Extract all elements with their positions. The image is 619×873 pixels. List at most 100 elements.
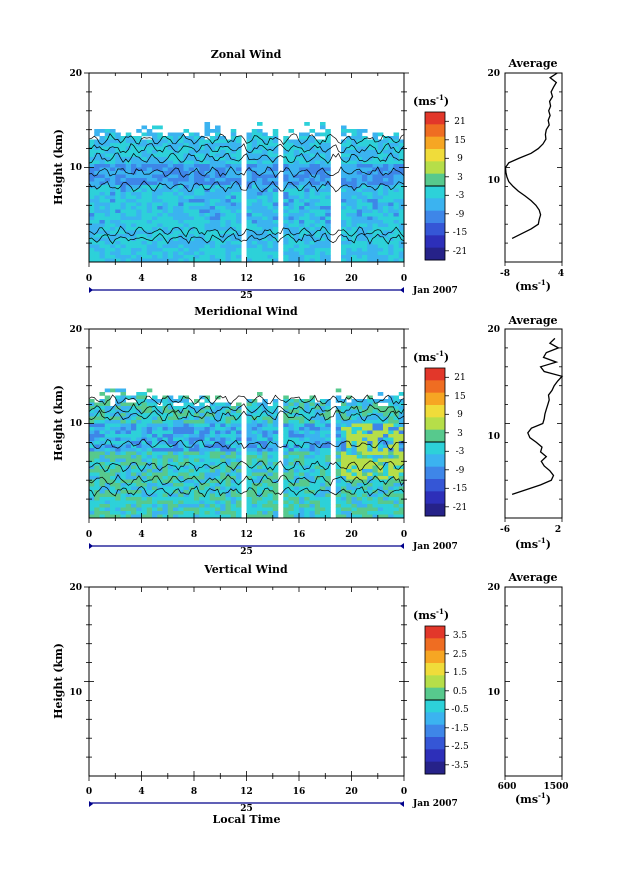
heatmap-cell [246, 248, 253, 252]
heatmap-cell [220, 213, 226, 217]
heatmap-cell [246, 237, 253, 242]
heatmap-cell [204, 192, 211, 196]
heatmap-cell [314, 500, 321, 505]
heatmap-cell [183, 167, 190, 172]
heatmap-cell [194, 160, 200, 165]
heatmap-cell [325, 258, 331, 262]
heatmap-cell [267, 139, 274, 144]
heatmap-cell [314, 479, 321, 484]
heatmap-cell [220, 402, 226, 407]
heatmap-cell [299, 500, 305, 505]
heatmap-cell [304, 255, 310, 259]
heatmap-cell [246, 206, 253, 210]
heatmap-cell [183, 209, 190, 214]
heatmap-cell [209, 469, 216, 473]
heatmap-cell [257, 174, 263, 179]
heatmap-cell [383, 150, 389, 154]
heatmap-cell [115, 185, 121, 189]
heatmap-cell [225, 486, 232, 491]
heatmap-cell [362, 399, 368, 403]
heatmap-cell [299, 462, 305, 466]
heatmap-cell [346, 202, 352, 207]
heatmap-cell [125, 220, 132, 224]
heatmap-cell [267, 423, 274, 428]
heatmap-cell [283, 150, 289, 154]
heatmap-cell [351, 462, 358, 466]
heatmap-cell [131, 248, 137, 252]
heatmap-cell [383, 462, 389, 466]
heatmap-cell [99, 458, 106, 463]
heatmap-cell [157, 192, 163, 196]
heatmap-cell [304, 150, 310, 154]
heatmap-cell [199, 430, 205, 435]
heatmap-cell [194, 514, 200, 518]
heatmap-cell [178, 143, 184, 147]
heatmap-cell [341, 434, 347, 438]
heatmap-cell [267, 258, 274, 262]
heatmap-cell [283, 427, 289, 431]
contour-line [89, 225, 404, 238]
heatmap-cell [99, 507, 106, 512]
heatmap-cell [199, 192, 205, 196]
heatmap-cell [251, 402, 258, 407]
heatmap-cell [89, 255, 95, 259]
heatmap-cell [220, 223, 226, 228]
heatmap-cell [204, 181, 211, 186]
heatmap-cell [183, 181, 190, 186]
heatmap-cell [104, 465, 111, 470]
heatmap-cell [251, 504, 258, 508]
heatmap-cell [225, 434, 232, 438]
heatmap-cell [110, 143, 116, 147]
heatmap-cell [120, 469, 127, 473]
heatmap-cell [367, 220, 373, 224]
heatmap-cell [320, 441, 326, 445]
heatmap-cell [293, 234, 300, 238]
heatmap-cell [362, 511, 368, 515]
heatmap-cell [183, 139, 190, 144]
heatmap-cell [393, 504, 400, 508]
heatmap-cell [304, 202, 310, 207]
heatmap-cell [304, 420, 310, 424]
heatmap-cell [272, 406, 279, 410]
heatmap-cell [335, 469, 342, 473]
heatmap-cell [167, 413, 174, 417]
contour-line [89, 438, 404, 451]
heatmap-cell [236, 437, 242, 442]
heatmap-cell [314, 497, 321, 501]
heatmap-cell [377, 420, 384, 424]
heatmap-cell [209, 192, 216, 196]
heatmap-cell [215, 192, 221, 196]
heatmap-cell [110, 493, 116, 498]
heatmap-cell [146, 490, 153, 494]
heatmap-cell [272, 430, 279, 435]
heatmap-cell [104, 448, 111, 452]
heatmap-cell [272, 462, 279, 466]
heatmap-cell [288, 441, 295, 445]
heatmap-cell [146, 199, 153, 203]
heatmap-cell [383, 195, 389, 200]
heatmap-cell [299, 441, 305, 445]
heatmap-cell [215, 227, 221, 231]
heatmap-cell [146, 237, 153, 242]
heatmap-cell [162, 486, 169, 491]
heatmap-cell [115, 174, 121, 179]
heatmap-cell [267, 216, 274, 221]
heatmap-cell [225, 206, 232, 210]
heatmap-cell [125, 234, 132, 238]
heatmap-cell [262, 244, 268, 249]
heatmap-cell [204, 476, 211, 480]
heatmap-cell [320, 402, 326, 407]
heatmap-cell [351, 206, 358, 210]
heatmap-cell [272, 192, 279, 196]
heatmap-cell [251, 427, 258, 431]
heatmap-cell [225, 416, 232, 421]
heatmap-cell [131, 192, 137, 196]
heatmap-cell [398, 244, 404, 249]
heatmap-cell [309, 202, 316, 207]
heatmap-cell [314, 178, 321, 182]
heatmap-cell [304, 244, 310, 249]
heatmap-cell [246, 437, 253, 442]
heatmap-cell [398, 458, 404, 463]
heatmap-cell [131, 413, 137, 417]
heatmap-cell [94, 132, 100, 137]
